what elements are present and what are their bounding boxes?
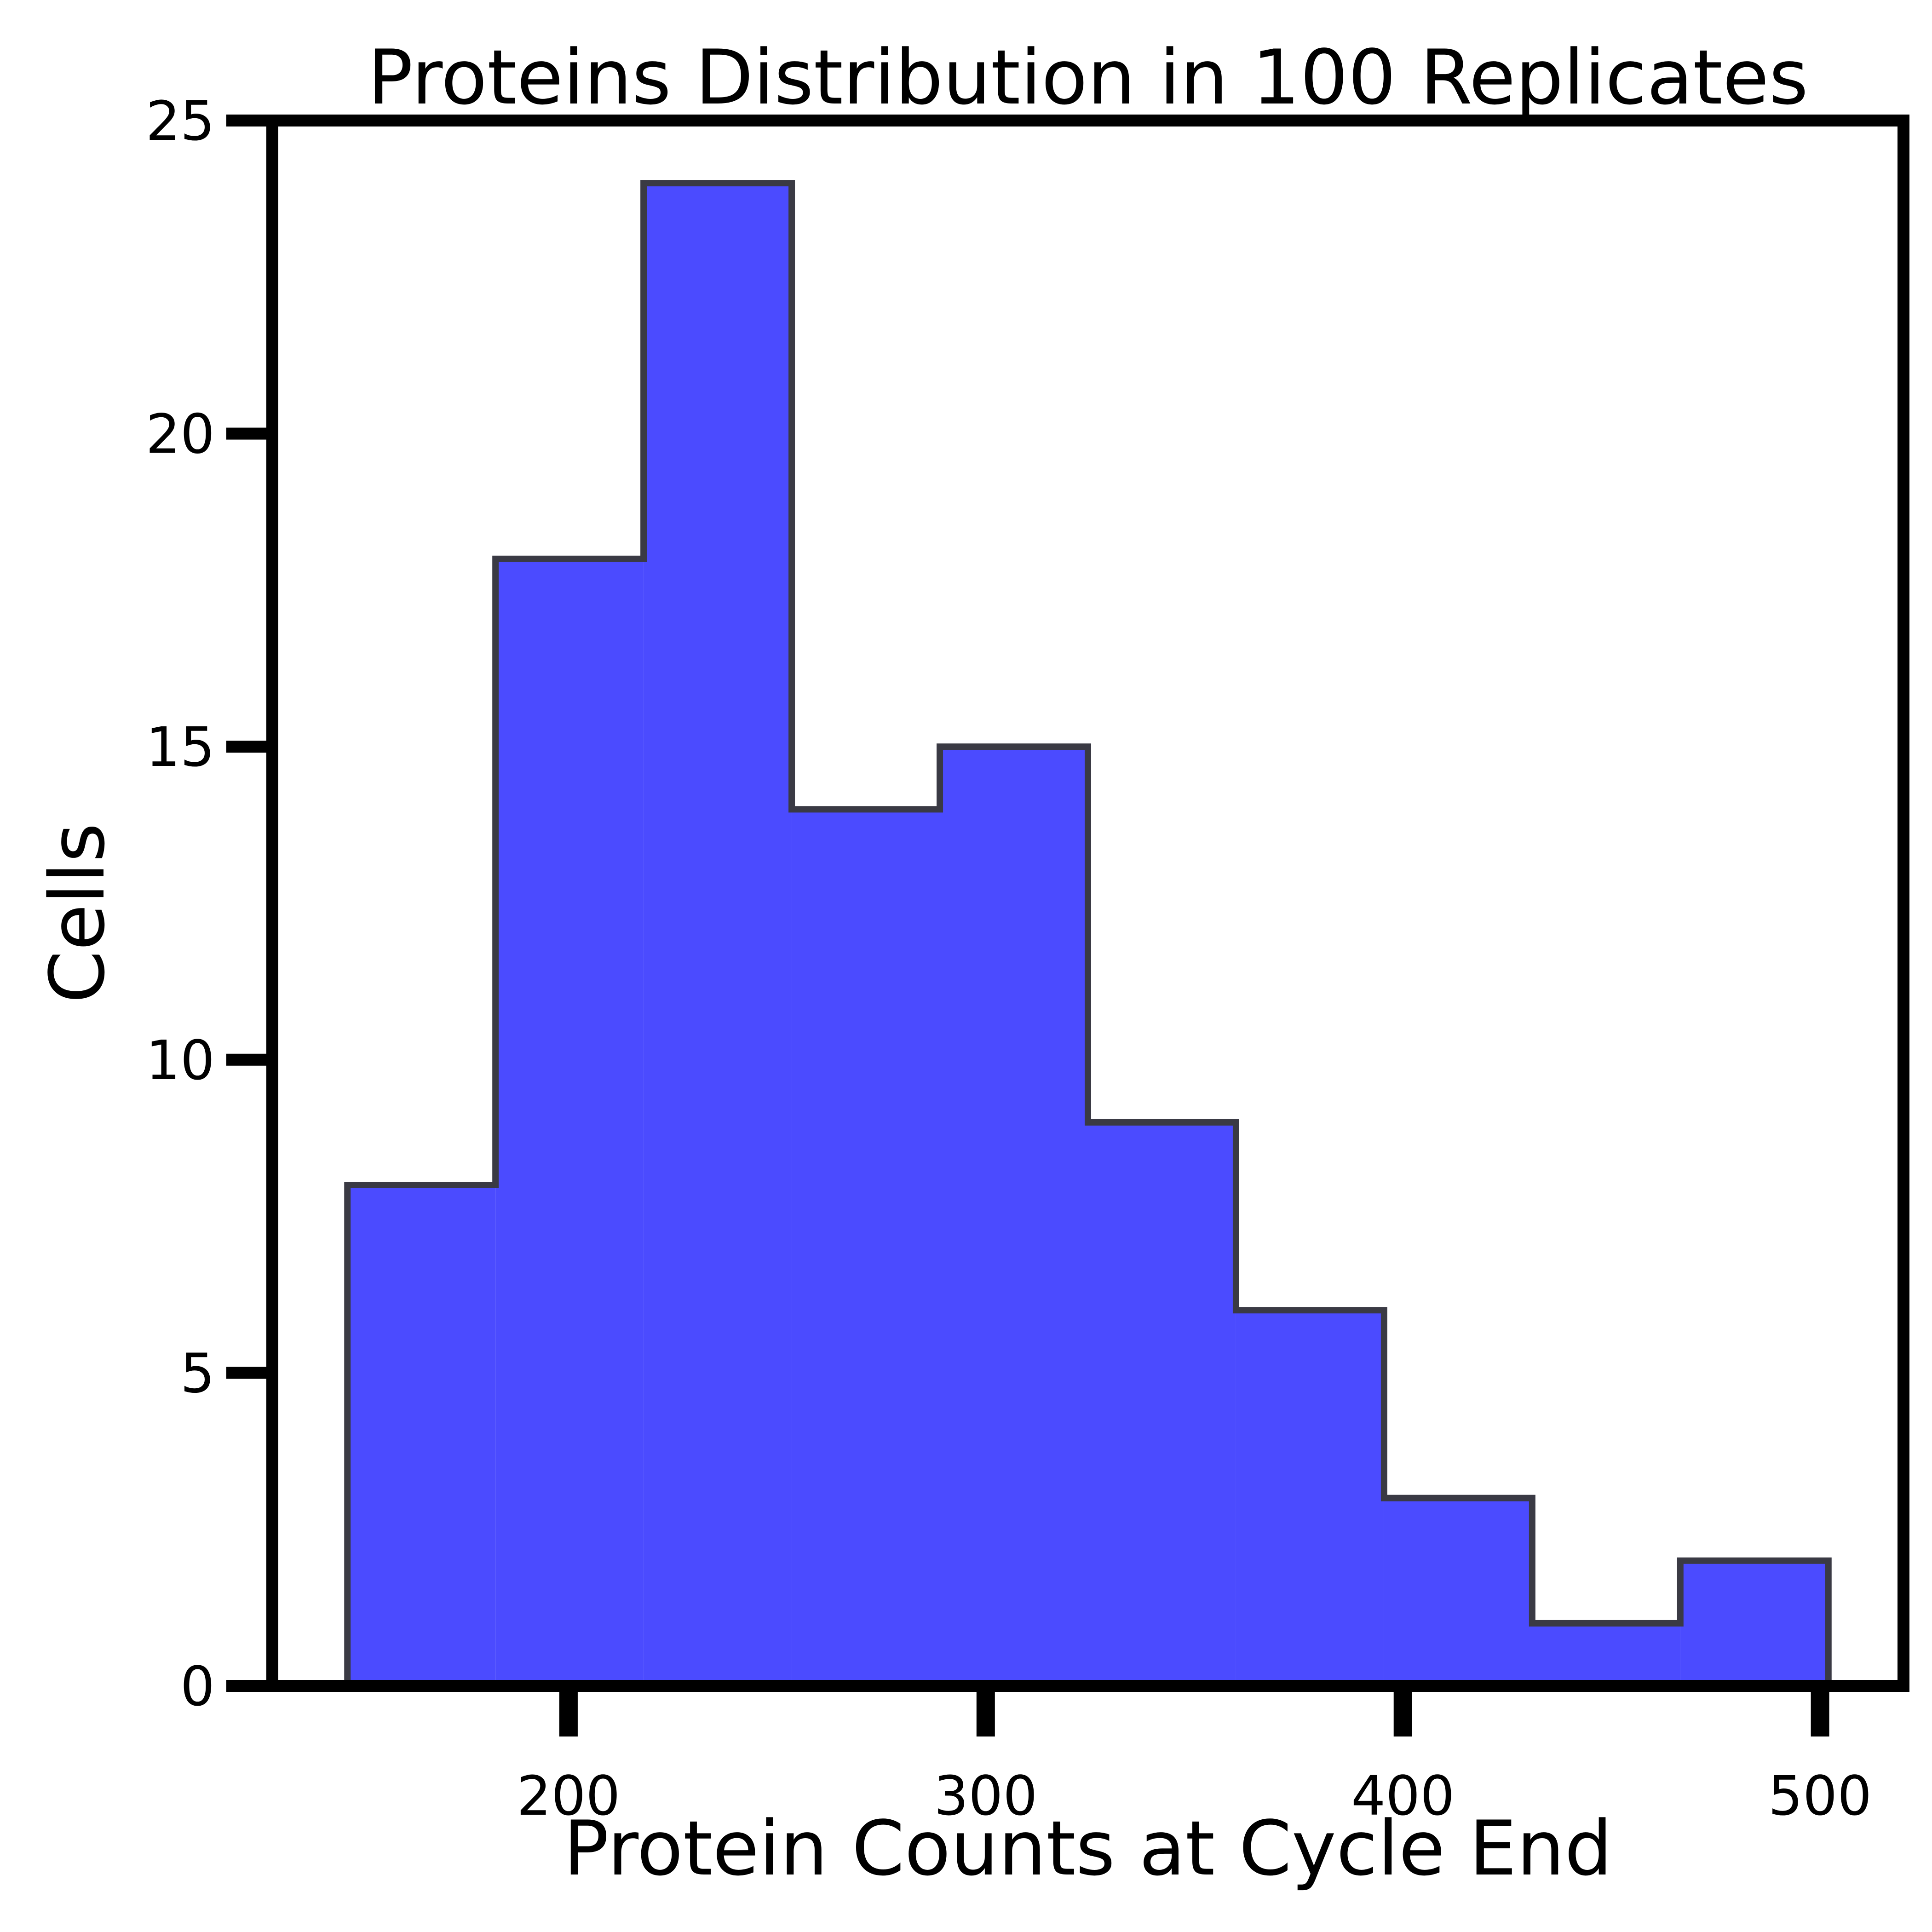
y-axis-ticks: 0 5 10 15 20 25 bbox=[146, 89, 272, 1718]
histogram-bar bbox=[1384, 1498, 1532, 1686]
histogram-bar bbox=[1680, 1560, 1828, 1686]
histogram-bar bbox=[940, 747, 1088, 1686]
histogram-bar bbox=[792, 809, 940, 1686]
y-tick-label: 10 bbox=[146, 1029, 215, 1092]
histogram-bar bbox=[644, 183, 792, 1686]
plot-frame bbox=[266, 115, 1909, 1692]
chart-title: Proteins Distribution in 100 Replicates bbox=[368, 34, 1808, 121]
histogram-bar bbox=[495, 558, 644, 1686]
x-tick-label: 400 bbox=[1351, 1764, 1455, 1828]
x-axis-title: Protein Counts at Cycle End bbox=[564, 1805, 1613, 1892]
y-axis-title: Cells bbox=[34, 823, 121, 1003]
x-axis-ticks: 200 300 400 500 bbox=[517, 1686, 1872, 1828]
y-tick-label: 0 bbox=[180, 1655, 215, 1718]
histogram-bar bbox=[1532, 1623, 1680, 1686]
y-tick-label: 5 bbox=[180, 1341, 215, 1405]
y-tick-label: 15 bbox=[146, 715, 215, 779]
y-tick-label: 20 bbox=[146, 402, 215, 466]
y-tick-label: 25 bbox=[146, 89, 215, 153]
x-tick-label: 300 bbox=[934, 1764, 1037, 1828]
x-tick-label: 500 bbox=[1768, 1764, 1872, 1828]
histogram-bar bbox=[1088, 1122, 1236, 1686]
histogram-bar bbox=[1236, 1310, 1384, 1686]
histogram-bar bbox=[347, 1185, 496, 1686]
x-tick-label: 200 bbox=[517, 1764, 620, 1828]
histogram-outline bbox=[344, 180, 1832, 1686]
histogram-bars bbox=[347, 183, 1828, 1686]
